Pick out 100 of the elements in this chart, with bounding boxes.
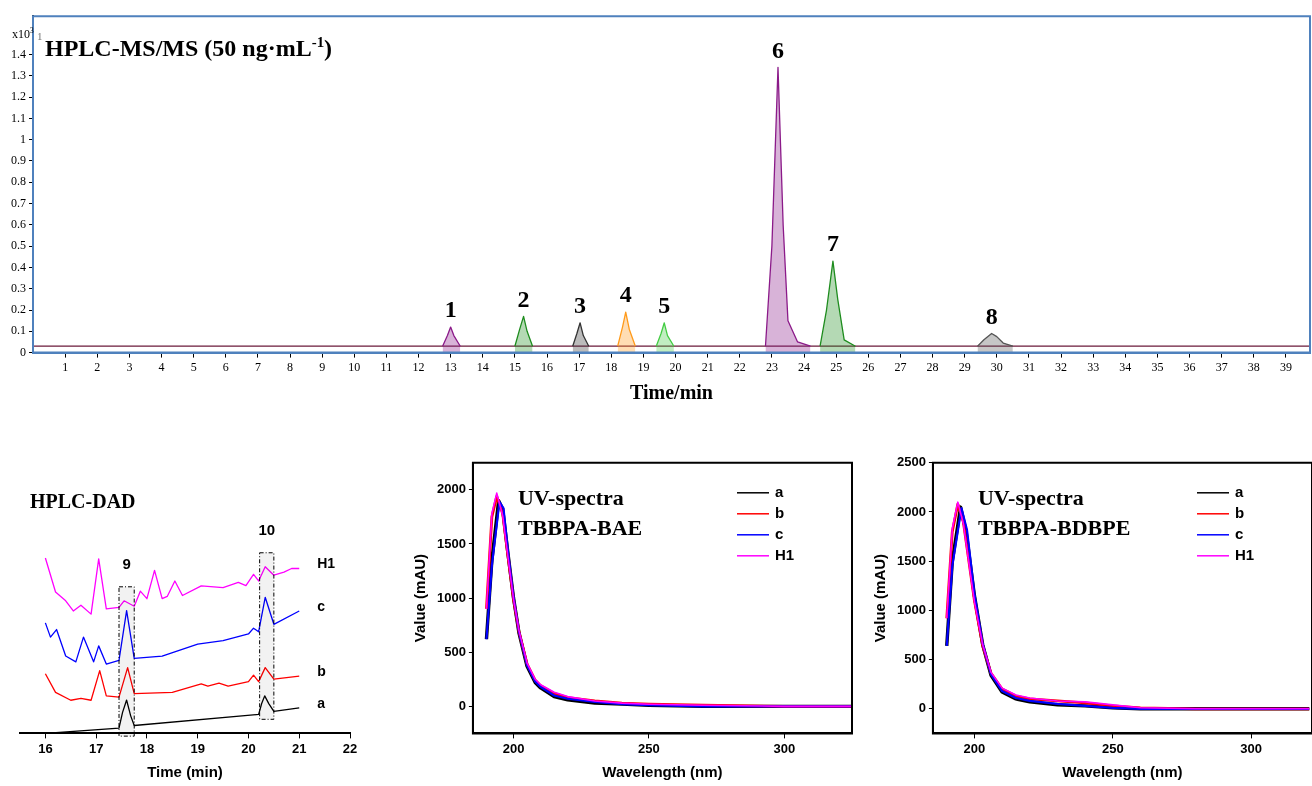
x-tick-label: 22 [342,740,358,756]
x-tick-label: 28 [926,359,939,374]
text: UV-spectra [977,484,1084,510]
y-tick-label: 0.2 [11,302,26,317]
x-axis-title: Wavelength (nm) [602,763,723,781]
x-tick-label: 200 [502,740,525,756]
x-tick-label: 2 [94,359,101,374]
y-tick-label: 500 [904,651,926,667]
legend-label: H1 [1235,545,1255,563]
chart-title: HPLC-DAD [30,490,136,512]
x-tick-label: 23 [765,359,778,374]
legend-label: H1 [775,545,795,563]
text: UV-spectra [517,484,624,510]
x-tick-label: 10 [348,359,361,374]
x-tick-label: 8 [287,359,294,374]
x-tick-label: 21 [292,740,307,756]
x-tick-label: 3 [126,359,133,374]
x-tick-label: 7 [254,359,261,374]
x-tick-label: 14 [476,359,489,374]
legend-label: b [775,503,785,521]
annotation: 2 [517,285,530,312]
y-axis-title: Value (mAU) [871,553,889,643]
x-tick-label: 18 [139,740,155,756]
y-tick-label: 0.4 [11,259,26,274]
y-tick-label: 0.1 [11,323,26,338]
legend-label: a [775,482,784,500]
series-label: a [317,694,326,711]
x-tick-label: 12 [412,359,425,374]
x-tick-label: 37 [1215,359,1228,374]
annotation: 3 [574,292,587,318]
x-tick-label: 26 [862,359,875,374]
x-tick-label: 11 [380,359,393,374]
x-tick-label: 19 [190,740,205,756]
annotation: 6 [772,36,784,63]
y-tick-label: 1000 [437,589,466,605]
annotation: 4 [619,281,632,308]
text: TBBPA-BAE [517,514,643,540]
band-label: 9 [122,555,131,573]
x-axis-title: Time/min [630,381,713,404]
x-tick-label: 17 [573,359,586,374]
y-tick-label: 1 [20,131,26,146]
x-tick-label: 16 [541,359,554,374]
y-tick-label: 0.3 [11,280,26,295]
y-tick-label: 500 [444,643,466,659]
x-tick-label: 31 [1022,359,1035,374]
y-tick-label: 0.6 [11,217,26,232]
x-tick-label: 16 [38,740,53,756]
y-tick-label: 2000 [897,503,926,519]
legend-label: b [1235,503,1245,521]
y-tick-label: 2500 [897,454,926,470]
annotation: 8 [985,302,998,329]
y-tick-label: 0 [20,344,26,359]
legend-label: a [1235,482,1244,500]
x-tick-label: 15 [508,359,521,374]
y-tick-label: 1.4 [11,46,26,61]
y-tick-label: 1000 [897,601,926,617]
x-tick-label: 250 [1101,740,1124,756]
x-tick-label: 21 [701,359,714,374]
x-tick-label: 9 [319,359,326,374]
y-tick-label: 0.9 [11,153,26,168]
text: TBBPA-BDBPE [977,514,1131,540]
x-tick-label: 33 [1087,359,1100,374]
band-label: 10 [258,521,276,539]
x-tick-label: 25 [830,359,843,374]
y-tick-label: 1500 [897,552,926,568]
x-axis-title: Time (min) [147,763,223,781]
x-tick-label: 18 [605,359,618,374]
y-tick-label: 0.7 [11,195,26,210]
annotation: 1 [37,29,43,42]
x-tick-label: 13 [444,359,457,374]
x-tick-label: 250 [638,740,660,756]
annotation: 5 [658,292,671,318]
series-label: c [317,597,326,614]
x-tick-label: 300 [1240,740,1262,756]
x-tick-label: 1 [62,359,69,374]
y-tick-label: 0 [458,697,466,713]
x-tick-label: 19 [637,359,650,374]
series-label: b [317,662,326,679]
y-axis-title: Value (mAU) [411,553,429,643]
y-tick-label: 1.1 [11,110,26,125]
y-tick-label: 0.8 [11,174,26,189]
series-label: H1 [317,555,336,572]
y-tick-label: 1.2 [11,89,26,104]
x-tick-label: 20 [669,359,682,374]
x-tick-label: 27 [894,359,907,374]
x-tick-label: 29 [958,359,971,374]
annotation: 7 [826,230,839,257]
legend-label: c [1235,524,1244,542]
y-tick-label: 0.5 [11,238,26,253]
x-tick-label: 30 [990,359,1003,374]
x-tick-label: 4 [158,359,165,374]
x-tick-label: 20 [241,740,256,756]
legend-label: c [775,524,784,542]
x-tick-label: 24 [798,359,811,374]
x-tick-label: 6 [222,359,229,374]
x-tick-label: 32 [1055,359,1068,374]
y-tick-label: 0 [918,700,926,716]
x-tick-label: 36 [1183,359,1196,374]
x-axis-title: Wavelength (nm) [1062,763,1183,781]
x-tick-label: 22 [733,359,746,374]
